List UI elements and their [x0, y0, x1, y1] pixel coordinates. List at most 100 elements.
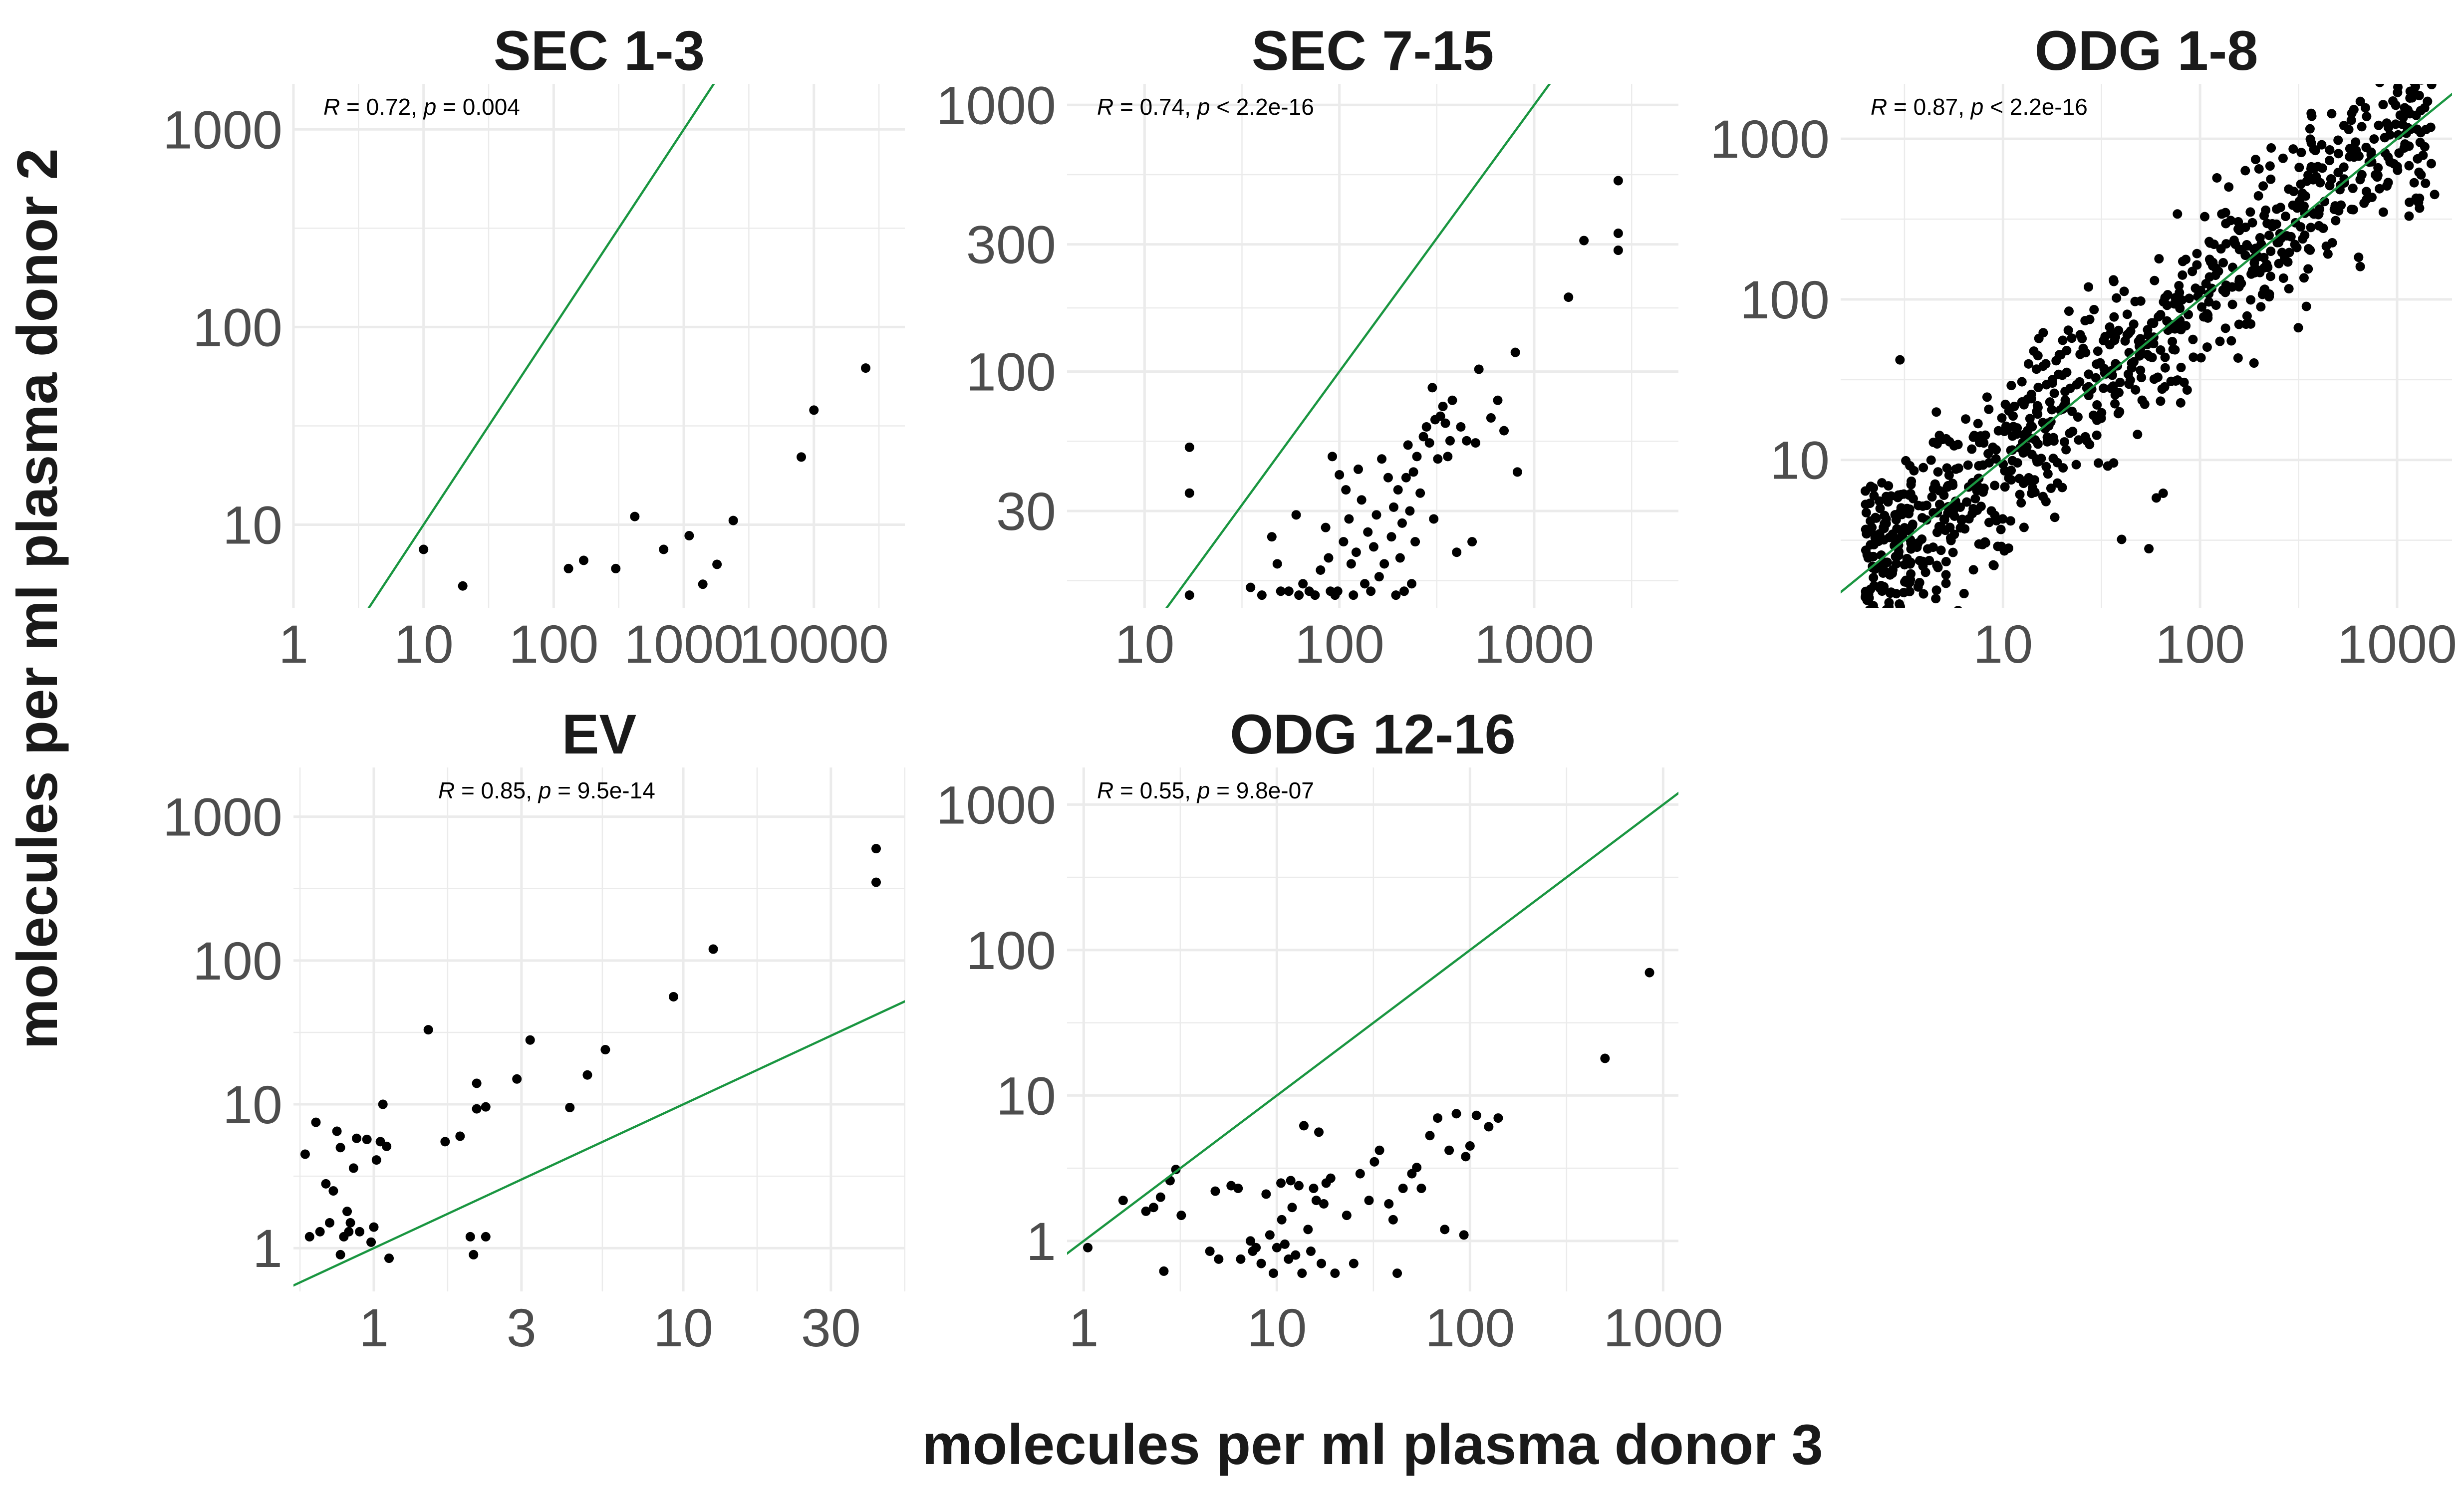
x-tick-label: 10 — [1973, 614, 2033, 674]
data-point — [1936, 545, 1946, 555]
data-point — [2334, 206, 2344, 216]
identity-line — [367, 84, 715, 608]
data-point — [1467, 537, 1477, 547]
data-point — [797, 452, 807, 462]
correlation-annotation: R = 0.55, p = 9.8e-07 — [1097, 777, 1314, 803]
data-point — [1251, 1243, 1261, 1252]
data-point — [2355, 261, 2365, 271]
data-point — [2317, 140, 2327, 150]
data-point — [1403, 440, 1413, 450]
data-point — [1257, 590, 1267, 600]
panel-title: ODG 1-8 — [2034, 19, 2258, 82]
data-point — [2325, 181, 2335, 191]
data-point — [2333, 149, 2343, 159]
data-point — [2325, 145, 2335, 155]
data-point — [1236, 1254, 1246, 1264]
data-point — [1499, 426, 1509, 436]
data-point — [1930, 481, 1940, 491]
data-point — [1471, 438, 1481, 448]
x-tick-label: 1000 — [2337, 614, 2457, 674]
data-point — [2071, 460, 2081, 470]
data-point — [1973, 419, 1983, 429]
data-point — [2168, 336, 2178, 346]
data-point — [1245, 1236, 1255, 1246]
x-tick-label: 1 — [359, 1297, 389, 1358]
data-point — [2211, 300, 2221, 310]
data-point — [2414, 51, 2423, 61]
data-point — [2241, 319, 2251, 329]
x-axis-title: molecules per ml plasma donor 3 — [922, 1413, 1823, 1477]
data-point — [1391, 590, 1401, 600]
data-point — [2122, 309, 2132, 319]
data-point — [1462, 436, 1472, 446]
data-point — [1998, 514, 2008, 524]
data-point — [481, 1102, 491, 1112]
data-point — [1399, 586, 1409, 596]
panel-ev: 1 3 10 30 1 10 100 1000 EV R = 0.85, p = 9.5e-14 — [163, 703, 906, 1358]
data-point — [2305, 124, 2315, 134]
data-point — [2246, 295, 2256, 305]
y-tick-label: 10 — [223, 1074, 282, 1135]
data-point — [1990, 481, 2000, 491]
data-point — [1440, 1225, 1450, 1235]
data-point — [2369, 134, 2379, 144]
data-point — [1884, 598, 1894, 608]
data-point — [1433, 454, 1443, 464]
data-point — [1960, 524, 1970, 534]
data-point — [871, 877, 881, 887]
data-point — [2181, 254, 2191, 264]
data-point — [600, 1044, 610, 1054]
data-point — [2024, 359, 2034, 369]
data-point — [352, 1133, 362, 1143]
data-point — [1256, 1258, 1266, 1268]
data-point — [2380, 65, 2390, 75]
data-point — [328, 1186, 338, 1196]
data-point — [2158, 489, 2168, 499]
data-point — [1866, 659, 1876, 669]
data-point — [1894, 490, 1904, 500]
data-point — [1918, 589, 1928, 599]
data-point — [1433, 1113, 1443, 1123]
plot-area — [367, 84, 871, 608]
data-point — [2249, 268, 2259, 278]
data-point — [2047, 405, 2057, 415]
data-point — [1341, 485, 1351, 495]
data-point — [1993, 426, 2003, 436]
data-point — [2008, 411, 2018, 421]
data-point — [630, 511, 640, 521]
data-point — [2300, 230, 2310, 240]
data-point — [1493, 395, 1503, 405]
data-point — [1948, 481, 1958, 491]
x-tick-label: 100 — [1425, 1297, 1515, 1358]
data-point — [2272, 204, 2282, 214]
data-point — [2045, 397, 2055, 407]
data-point — [2123, 369, 2133, 379]
data-point — [2229, 236, 2239, 246]
data-point — [1268, 1268, 1278, 1278]
x-tick-label: 1 — [278, 614, 308, 674]
data-point — [1384, 1199, 1394, 1209]
data-point — [1261, 1189, 1271, 1199]
data-point — [2349, 152, 2359, 162]
data-point — [1210, 1186, 1220, 1196]
data-point — [2420, 142, 2430, 152]
identity-line — [1067, 791, 1678, 1255]
data-point — [2182, 385, 2192, 395]
data-point — [1984, 517, 1994, 527]
data-point — [1444, 1145, 1454, 1155]
data-point — [1969, 431, 1979, 441]
panel-title: EV — [562, 703, 636, 765]
data-point — [1392, 1268, 1402, 1278]
data-point — [1286, 1176, 1296, 1186]
data-point — [2022, 394, 2032, 404]
data-point — [1871, 661, 1880, 670]
data-point — [1564, 292, 1574, 302]
data-point — [1902, 503, 1912, 513]
data-point — [2201, 278, 2211, 288]
data-point — [1299, 1121, 1309, 1131]
x-tick-label: 10 — [394, 614, 454, 674]
data-point — [1510, 347, 1520, 357]
data-point — [1997, 413, 2007, 423]
data-point — [2173, 209, 2183, 219]
